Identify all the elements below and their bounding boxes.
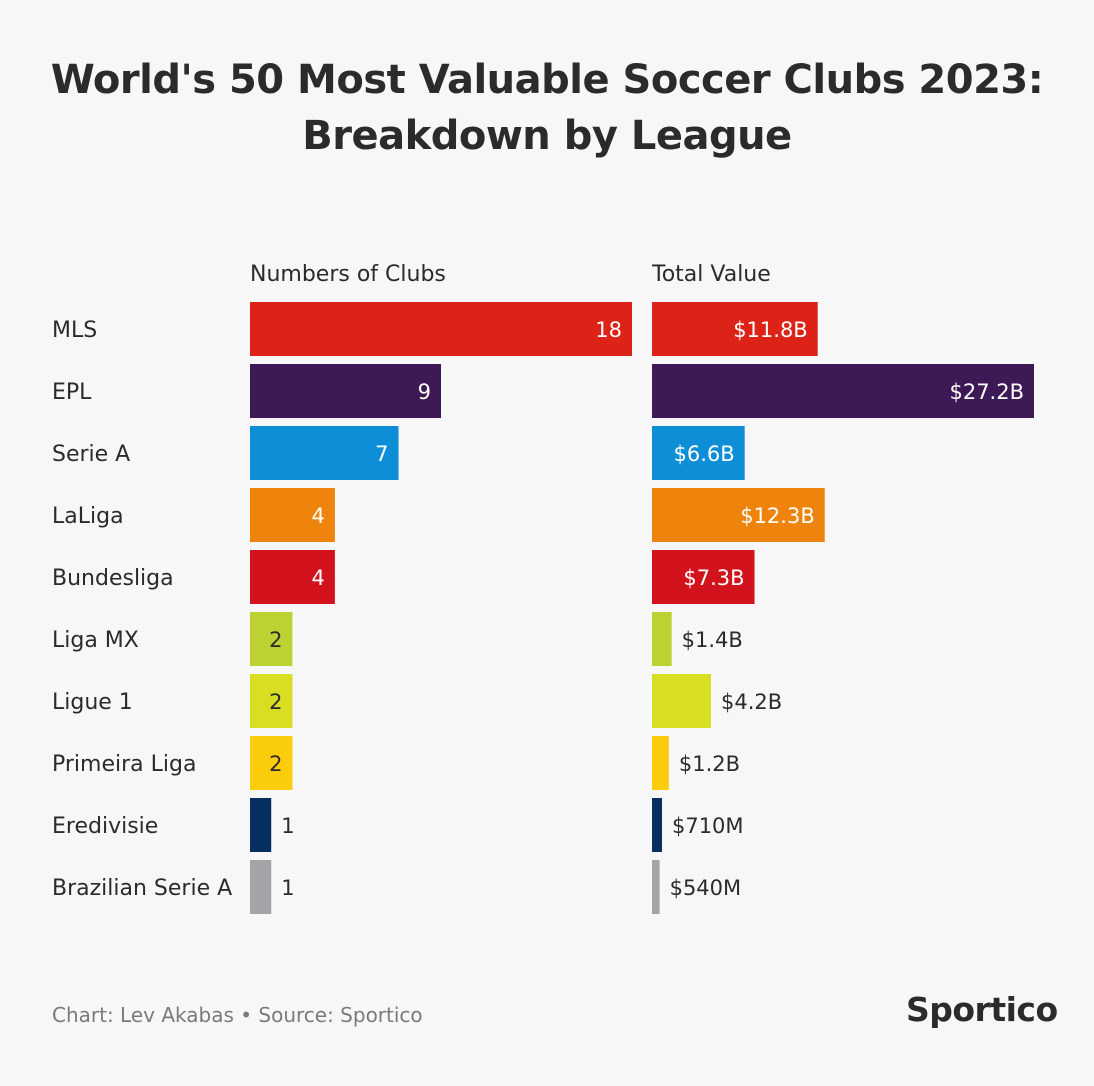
clubs-bar: [250, 736, 293, 790]
value-bar: [652, 860, 660, 914]
clubs-value-label: 2: [269, 752, 282, 776]
value-bar: [652, 488, 825, 542]
clubs-bar: [250, 798, 272, 852]
clubs-bar: [250, 674, 293, 728]
value-value-label: $4.2B: [721, 690, 782, 714]
value-value-label: $1.4B: [682, 628, 743, 652]
value-value-label: $540M: [670, 876, 742, 900]
category-label: Brazilian Serie A: [52, 876, 232, 901]
clubs-bar: [250, 426, 399, 480]
value-bar: [652, 674, 711, 728]
chart-title-line-2: Breakdown by League: [302, 113, 792, 159]
clubs-bar: [250, 860, 272, 914]
category-label: Ligue 1: [52, 690, 133, 715]
clubs-value-label: 4: [312, 504, 325, 528]
category-label: Bundesliga: [52, 566, 174, 591]
value-value-label: $11.8B: [733, 318, 808, 342]
source-credit: Chart: Lev Akabas • Source: Sportico: [52, 1003, 423, 1027]
clubs-bar: [250, 550, 335, 604]
value-bar: [652, 736, 669, 790]
value-value-label: $6.6B: [674, 442, 735, 466]
value-value-label: $27.2B: [949, 380, 1024, 404]
category-label: LaLiga: [52, 504, 124, 529]
value-bar: [652, 612, 672, 666]
value-bar: [652, 550, 755, 604]
chart-title-line-1: World's 50 Most Valuable Soccer Clubs 20…: [50, 57, 1044, 103]
value-value-label: $710M: [672, 814, 744, 838]
value-bar: [652, 426, 745, 480]
brand-logo: Sportico: [906, 990, 1058, 1029]
clubs-column-header: Numbers of Clubs: [250, 262, 446, 287]
clubs-bar: [250, 364, 441, 418]
value-bar: [652, 364, 1034, 418]
clubs-value-label: 2: [269, 628, 282, 652]
clubs-value-label: 7: [375, 442, 388, 466]
clubs-value-label: 18: [595, 318, 622, 342]
chart-title: World's 50 Most Valuable Soccer Clubs 20…: [0, 52, 1094, 164]
value-column-header: Total Value: [652, 262, 771, 287]
category-label: MLS: [52, 318, 97, 343]
value-bar: [652, 302, 818, 356]
value-value-label: $12.3B: [740, 504, 815, 528]
clubs-value-label: 4: [312, 566, 325, 590]
clubs-bar: [250, 612, 293, 666]
clubs-value-label: 1: [281, 814, 294, 838]
category-label: Liga MX: [52, 628, 139, 653]
clubs-bar: [250, 302, 632, 356]
value-bar: [652, 798, 662, 852]
clubs-bar: [250, 488, 335, 542]
clubs-value-label: 2: [269, 690, 282, 714]
category-label: Primeira Liga: [52, 752, 196, 777]
value-value-label: $1.2B: [679, 752, 740, 776]
category-label: EPL: [52, 380, 92, 405]
clubs-value-label: 1: [281, 876, 294, 900]
category-label: Serie A: [52, 442, 130, 467]
value-value-label: $7.3B: [683, 566, 744, 590]
clubs-value-label: 9: [418, 380, 431, 404]
category-label: Eredivisie: [52, 814, 158, 839]
